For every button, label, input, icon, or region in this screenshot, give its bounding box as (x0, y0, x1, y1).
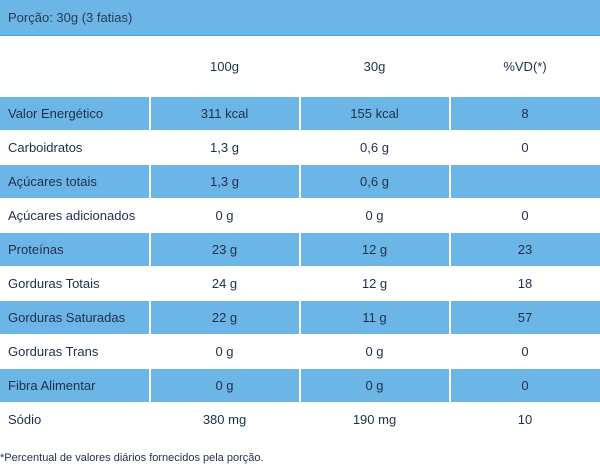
value-30g: 0,6 g (360, 140, 389, 155)
table-row: Sódio 380 mg 190 mg 10 (0, 402, 600, 436)
value-30g: 0 g (365, 378, 384, 393)
table-row: Gorduras Trans 0 g 0 g 0 (0, 334, 600, 368)
column-divider (149, 369, 151, 402)
nutrient-name: Açúcares totais (8, 174, 97, 189)
value-30g: 0 g (365, 208, 384, 223)
header-nutrient (0, 48, 150, 84)
value-vd: 0 (521, 344, 529, 359)
value-30g: 190 mg (352, 412, 397, 427)
column-divider (449, 233, 451, 266)
value-100g: 380 mg (202, 412, 247, 427)
value-100g: 22 g (211, 310, 238, 325)
value-100g: 24 g (211, 276, 238, 291)
nutrient-name: Proteínas (8, 242, 64, 257)
header-vd: %VD(*) (503, 58, 547, 74)
table-row: Fibra Alimentar 0 g 0 g 0 (0, 368, 600, 402)
value-30g: 12 g (361, 276, 388, 291)
table-row: Valor Energético 311 kcal 155 kcal 8 (0, 96, 600, 130)
nutrient-name: Gorduras Totais (8, 276, 100, 291)
value-vd: 0 (521, 208, 529, 223)
table-header-row: 100g 30g %VD(*) (0, 35, 600, 96)
column-divider (299, 369, 301, 402)
value-vd: 0 (521, 378, 529, 393)
value-30g: 12 g (361, 242, 388, 257)
value-100g: 23 g (211, 242, 238, 257)
value-100g: 1,3 g (210, 140, 239, 155)
value-vd: 57 (517, 310, 533, 325)
value-30g: 0 g (365, 344, 384, 359)
table-row: Gorduras Totais 24 g 12 g 18 (0, 266, 600, 300)
value-vd: 10 (517, 412, 533, 427)
value-vd: 8 (521, 106, 529, 121)
column-divider (299, 165, 301, 198)
column-divider (149, 165, 151, 198)
value-vd: 23 (517, 242, 533, 257)
footnote: *Percentual de valores diários fornecido… (0, 452, 264, 464)
portion-banner: Porção: 30g (3 fatias) (0, 0, 600, 35)
value-30g: 0,6 g (360, 174, 389, 189)
value-100g: 0 g (215, 378, 234, 393)
value-100g: 0 g (215, 208, 234, 223)
nutrient-name: Gorduras Saturadas (8, 310, 126, 325)
value-vd (450, 165, 600, 198)
column-divider (149, 97, 151, 130)
table-body: Valor Energético 311 kcal 155 kcal 8 Carboid… (0, 96, 600, 436)
column-divider (299, 97, 301, 130)
column-divider (449, 301, 451, 334)
column-divider (149, 301, 151, 334)
table-row: Açúcares adicionados 0 g 0 g 0 (0, 198, 600, 232)
nutrient-name: Açúcares adicionados (8, 208, 136, 223)
value-100g: 0 g (215, 344, 234, 359)
column-divider (449, 369, 451, 402)
nutrient-name: Fibra Alimentar (8, 378, 96, 393)
nutrition-table: 100g 30g %VD(*) Valor Energético 311 kcal… (0, 35, 600, 436)
table-row: Carboidratos 1,3 g 0,6 g 0 (0, 130, 600, 164)
table-row: Proteínas 23 g 12 g 23 (0, 232, 600, 266)
value-vd: 0 (521, 140, 529, 155)
header-100g: 100g (210, 58, 239, 74)
header-30g: 30g (363, 58, 386, 74)
nutrient-name: Sódio (8, 412, 42, 427)
table-row: Açúcares totais 1,3 g 0,6 g (0, 164, 600, 198)
value-30g: 11 g (362, 310, 387, 325)
column-divider (149, 233, 151, 266)
nutrient-name: Valor Energético (8, 106, 104, 121)
nutrient-name: Carboidratos (8, 140, 83, 155)
portion-label: Porção: 30g (3 fatias) (8, 10, 133, 25)
value-100g: 1,3 g (210, 174, 239, 189)
column-divider (299, 301, 301, 334)
column-divider (449, 165, 451, 198)
column-divider (299, 233, 301, 266)
value-30g: 155 kcal (350, 106, 399, 121)
nutrient-name: Gorduras Trans (8, 344, 99, 359)
column-divider (449, 97, 451, 130)
table-row: Gorduras Saturadas 22 g 11 g 57 (0, 300, 600, 334)
value-100g: 311 kcal (200, 106, 249, 121)
value-vd: 18 (517, 276, 533, 291)
